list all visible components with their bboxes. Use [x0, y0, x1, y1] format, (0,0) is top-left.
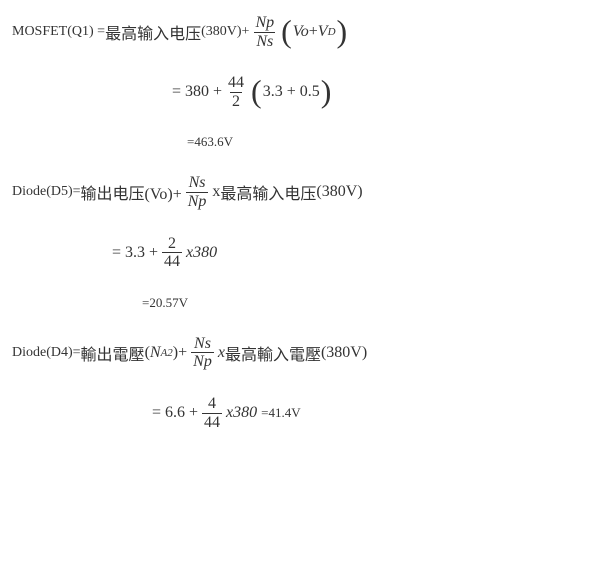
- eq2-mid: x: [212, 183, 220, 201]
- eq1-step2-num: 44: [226, 74, 246, 92]
- eq3-step2-frac: 4 44: [202, 395, 222, 431]
- eq1-vd-sub: D: [328, 26, 336, 38]
- eq3-step2-tail: x380: [226, 404, 257, 422]
- eq3-term1-sym: N: [150, 344, 161, 362]
- eq2-step2-frac: 2 44: [162, 235, 182, 271]
- paren-right-icon: ): [337, 19, 348, 45]
- paren-right-icon: ): [321, 79, 332, 105]
- eq1-line1: MOSFET(Q1) = 最高输入电压 (380V)+ Np Ns ( Vo +…: [12, 14, 578, 50]
- eq3-lhs: Diode(D4)=: [12, 345, 81, 361]
- eq3-line2: = 6.6 + 4 44 x380 = 41.4V: [152, 395, 578, 431]
- eq3-result-eq: =: [261, 405, 268, 421]
- eq2-step2-num: 2: [166, 235, 178, 253]
- eq3-result: 41.4V: [269, 405, 301, 421]
- eq3-term2-val: (380V): [321, 344, 367, 362]
- eq3-line1: Diode(D4)= 輸出電壓 ( N A2 ) + Ns Np x 最高輸入電…: [12, 335, 578, 371]
- eq2-term2-cn: 最高输入电压: [220, 180, 316, 204]
- eq2-step2-den: 44: [162, 252, 182, 271]
- eq3-step2-num: 4: [206, 395, 218, 413]
- eq3-step2-prefix: = 6.6 +: [152, 404, 198, 422]
- eq1-vd-sym: V: [318, 23, 328, 41]
- eq3-frac-num: Ns: [192, 335, 213, 353]
- eq1-step2-prefix: = 380 +: [172, 83, 222, 101]
- eq2-term1: 输出电压(Vo)+: [81, 180, 182, 204]
- eq3-term2-cn: 最高輸入電壓: [225, 341, 321, 365]
- eq3-plus: +: [178, 344, 187, 362]
- eq1-term1-cn: 最高输入电压: [105, 20, 201, 44]
- eq3-frac-den: Np: [191, 352, 214, 371]
- eq1-frac-num: Np: [253, 14, 276, 32]
- eq3-mid: x: [218, 344, 225, 362]
- eq2-result: =20.57V: [142, 295, 578, 311]
- eq2-lhs: Diode(D5)=: [12, 184, 81, 200]
- eq1-vo: Vo: [293, 23, 309, 41]
- eq2-step2-tail: x380: [186, 244, 217, 262]
- eq2-line1: Diode(D5)= 输出电压(Vo)+ Ns Np x 最高输入电压 (380…: [12, 174, 578, 210]
- eq1-plus: +: [309, 23, 318, 41]
- eq2-term2-val: (380V): [316, 183, 362, 201]
- eq3-step2-den: 44: [202, 413, 222, 432]
- eq1-step2-den: 2: [230, 92, 242, 111]
- eq1-lhs: MOSFET(Q1) =: [12, 24, 105, 40]
- eq3-term1-cn: 輸出電壓: [81, 341, 145, 365]
- eq2-step2-prefix: = 3.3 +: [112, 244, 158, 262]
- eq1-term1-val: (380V)+: [201, 24, 249, 40]
- eq1-result: =463.6V: [187, 134, 578, 150]
- eq1-frac: Np Ns: [253, 14, 276, 50]
- eq1-frac-den: Ns: [254, 32, 275, 51]
- eq1-line2: = 380 + 44 2 ( 3.3 + 0.5 ): [172, 74, 578, 110]
- paren-left-icon: (: [251, 79, 262, 105]
- eq2-frac-num: Ns: [187, 174, 208, 192]
- eq2-frac-den: Np: [186, 192, 209, 211]
- eq2-line2: = 3.3 + 2 44 x380: [112, 235, 578, 271]
- eq3-frac: Ns Np: [191, 335, 214, 371]
- eq1-step2-frac: 44 2: [226, 74, 246, 110]
- paren-left-icon: (: [281, 19, 292, 45]
- eq2-frac: Ns Np: [186, 174, 209, 210]
- eq1-step2-inner: 3.3 + 0.5: [263, 83, 320, 101]
- eq3-term1-sub: A2: [161, 347, 173, 359]
